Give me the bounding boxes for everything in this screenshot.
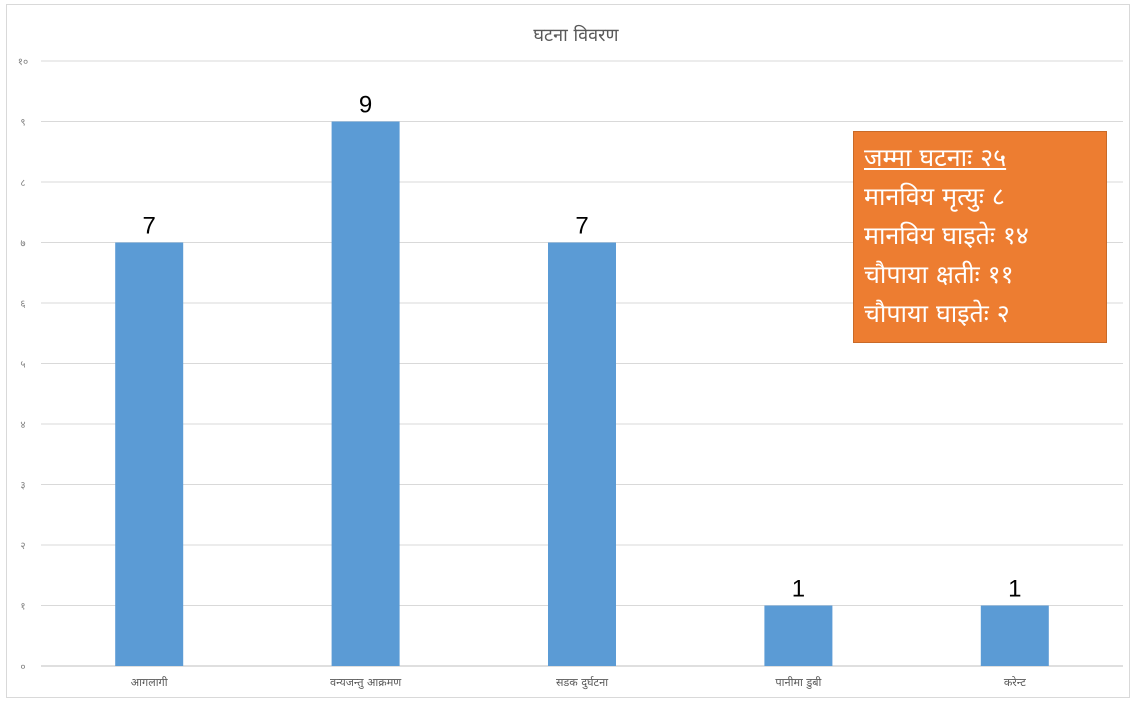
y-tick-label: ३ <box>20 481 25 492</box>
summary-human-deaths: मानविय मृत्युः ८ <box>864 182 1005 211</box>
y-tick-label: ६ <box>20 299 25 310</box>
summary-box: जम्मा घटनाः २५ मानविय मृत्युः ८ मानविय घ… <box>853 131 1107 343</box>
category-label: वन्यजन्तु आक्रमण <box>330 676 402 689</box>
bars <box>115 121 1049 666</box>
chart-frame: घटना विवरण ० १ २ ३ ४ ५ ६ ७ ८ ९ १० 7 9 7 1 1 आगलागी वन्य… <box>6 4 1130 698</box>
y-tick-label: ८ <box>20 178 25 189</box>
summary-livestock-injured: चौपाया घाइतेः २ <box>864 299 1010 328</box>
bar <box>115 242 184 666</box>
y-tick-label: २ <box>20 541 25 552</box>
summary-total-incidents: जम्मा घटनाः २५ <box>864 143 1007 172</box>
data-label: 7 <box>143 213 156 240</box>
bar <box>980 605 1049 666</box>
data-label: 1 <box>792 576 805 603</box>
y-tick-label: ९ <box>20 118 25 129</box>
bar-chart: घटना विवरण ० १ २ ३ ४ ५ ६ ७ ८ ९ १० 7 9 7 1 1 आगलागी वन्य… <box>18 24 1123 690</box>
y-tick-label: ४ <box>20 420 25 431</box>
y-tick-label: ५ <box>20 360 25 371</box>
y-tick-label: ७ <box>20 239 25 250</box>
y-tick-label: १ <box>20 602 25 613</box>
category-label: आगलागी <box>131 676 168 689</box>
chart-title: घटना विवरण <box>533 24 619 46</box>
data-label: 7 <box>575 213 588 240</box>
y-tick-label: ० <box>20 662 25 673</box>
bar <box>764 605 833 666</box>
category-label: करेन्ट <box>1004 676 1026 689</box>
bar <box>548 242 616 666</box>
summary-livestock-loss: चौपाया क्षतीः ११ <box>864 260 1014 289</box>
category-label: सडक दुर्घटना <box>556 676 608 690</box>
category-label: पानीमा डुबी <box>775 676 821 689</box>
data-label: 1 <box>1008 576 1021 603</box>
data-label: 9 <box>359 92 372 119</box>
y-axis-ticks: ० १ २ ३ ४ ५ ६ ७ ८ ९ १० <box>18 57 28 673</box>
x-axis-categories: आगलागी वन्यजन्तु आक्रमण सडक दुर्घटना पानीमा… <box>131 676 1026 690</box>
y-tick-label: १० <box>18 57 28 68</box>
summary-human-injured: मानविय घाइतेः १४ <box>864 221 1029 250</box>
data-labels: 7 9 7 1 1 <box>143 92 1022 603</box>
bar <box>331 121 400 666</box>
